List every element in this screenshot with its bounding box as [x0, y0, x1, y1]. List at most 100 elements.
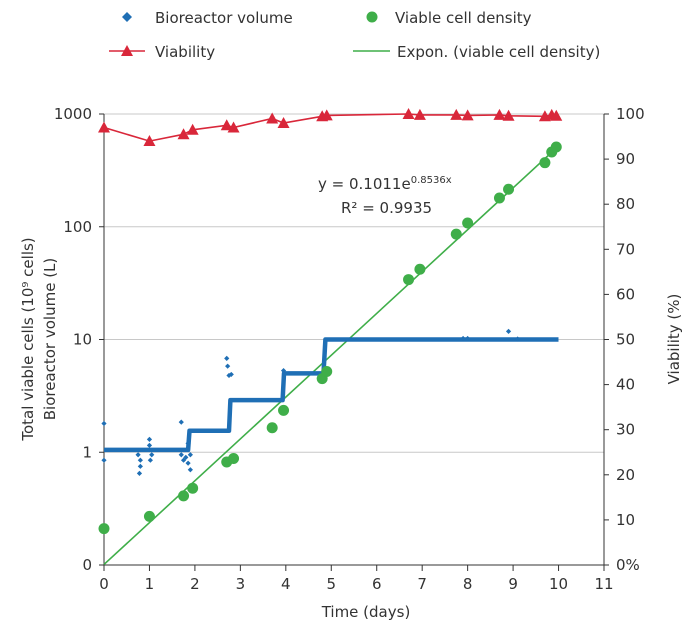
density-point	[450, 228, 462, 240]
viability-point	[266, 112, 279, 124]
exponential-fit-series	[103, 145, 560, 566]
gridlines	[104, 113, 604, 453]
x-tick-label: 11	[594, 575, 613, 593]
left-tick-label: 10	[73, 331, 92, 349]
density-point	[550, 141, 562, 153]
volume-point	[146, 442, 153, 449]
right-tick-label: 10	[616, 511, 635, 529]
volume-point	[147, 457, 153, 463]
x-tick-label: 0	[99, 575, 109, 593]
viability-point	[493, 108, 506, 120]
fit-equation-base: y = 0.1011e	[318, 175, 411, 193]
volume-point	[465, 335, 471, 342]
density-point	[403, 274, 415, 286]
viability-point	[220, 119, 233, 131]
viability-point	[177, 128, 190, 140]
legend-density-marker	[366, 11, 378, 23]
bioreactor-volume-series	[101, 328, 559, 476]
volume-point	[183, 454, 189, 461]
left-axis-title-line1: Total viable cells (10⁹ cells)	[19, 237, 37, 441]
density-point	[414, 263, 426, 275]
x-tick-label: 9	[508, 575, 518, 593]
density-point	[178, 490, 190, 502]
left-axis-title-line2: Bioreactor volume (L)	[41, 258, 59, 421]
viability-point	[227, 121, 240, 133]
viable-cell-density-series	[98, 141, 562, 535]
volume-point	[228, 371, 234, 378]
fit-r-squared: R² = 0.9935	[341, 199, 432, 217]
x-tick-label: 1	[145, 575, 155, 593]
viability-point	[143, 135, 156, 147]
right-tick-label: 40	[616, 376, 635, 394]
density-point	[321, 366, 333, 378]
x-tick-label: 8	[463, 575, 473, 593]
volume-point	[280, 367, 287, 374]
volume-point	[135, 452, 141, 458]
density-point	[539, 157, 551, 169]
density-point	[462, 217, 474, 229]
viability-point	[186, 123, 199, 135]
volume-point	[101, 420, 107, 427]
density-point	[228, 453, 240, 465]
left-tick-label: 1	[82, 443, 92, 461]
right-tick-label: 0%	[616, 556, 640, 574]
right-tick-label: 90	[616, 150, 635, 168]
volume-point	[149, 452, 155, 458]
right-tick-label: 30	[616, 421, 635, 439]
legend-volume-marker	[122, 12, 132, 22]
legend-volume-label: Bioreactor volume	[155, 9, 293, 27]
viability-point	[98, 121, 110, 133]
viability-point	[502, 109, 515, 121]
fit-equation-exponent: 0.8536x	[411, 175, 452, 186]
viability-point	[402, 108, 415, 119]
viability-point	[277, 117, 290, 129]
viability-point	[461, 109, 474, 121]
volume-point	[460, 335, 466, 342]
right-tick-label: 20	[616, 466, 635, 484]
volume-point	[137, 463, 143, 469]
x-tick-label: 7	[417, 575, 427, 593]
volume-point	[178, 452, 184, 458]
density-point	[278, 404, 290, 416]
density-point	[266, 422, 278, 434]
viability-point	[550, 109, 563, 121]
right-tick-label: 50	[616, 331, 635, 349]
right-tick-label: 70	[616, 240, 635, 258]
volume-point	[226, 372, 232, 379]
x-axis-title: Time (days)	[321, 603, 411, 621]
right-axis-title: Viability (%)	[665, 294, 683, 385]
right-tick-label: 60	[616, 285, 635, 303]
x-tick-label: 10	[549, 575, 568, 593]
x-tick-label: 2	[190, 575, 200, 593]
viability-point	[320, 109, 333, 121]
density-point	[187, 482, 199, 494]
volume-point	[515, 336, 521, 342]
right-tick-label: 100	[616, 105, 645, 123]
volume-point	[225, 363, 231, 369]
viability-point	[413, 108, 426, 120]
volume-step-line	[104, 337, 559, 453]
fit-equation: y = 0.1011e0.8536x	[318, 175, 452, 193]
legend: Bioreactor volume Viable cell density Vi…	[109, 9, 600, 61]
density-point	[493, 192, 505, 204]
fit-line	[103, 145, 560, 566]
volume-point	[505, 328, 512, 334]
x-tick-label: 3	[236, 575, 246, 593]
volume-point	[101, 457, 107, 463]
volume-point	[146, 436, 153, 443]
right-tick-label: 80	[616, 195, 635, 213]
volume-point	[136, 470, 143, 476]
left-tick-label: 1000	[54, 105, 92, 123]
legend-viability-label: Viability	[155, 43, 215, 61]
x-tick-labels: 0 1 2 3 4 5 6 7 8 9 10 11	[99, 565, 614, 593]
viability-series	[98, 108, 563, 147]
density-point	[98, 523, 110, 535]
left-tick-label: 100	[63, 218, 92, 236]
volume-point	[178, 419, 184, 425]
volume-point	[185, 460, 191, 466]
x-tick-label: 5	[326, 575, 336, 593]
volume-point	[137, 457, 143, 463]
legend-fit-label: Expon. (viable cell density)	[397, 43, 600, 61]
density-point	[503, 183, 515, 195]
